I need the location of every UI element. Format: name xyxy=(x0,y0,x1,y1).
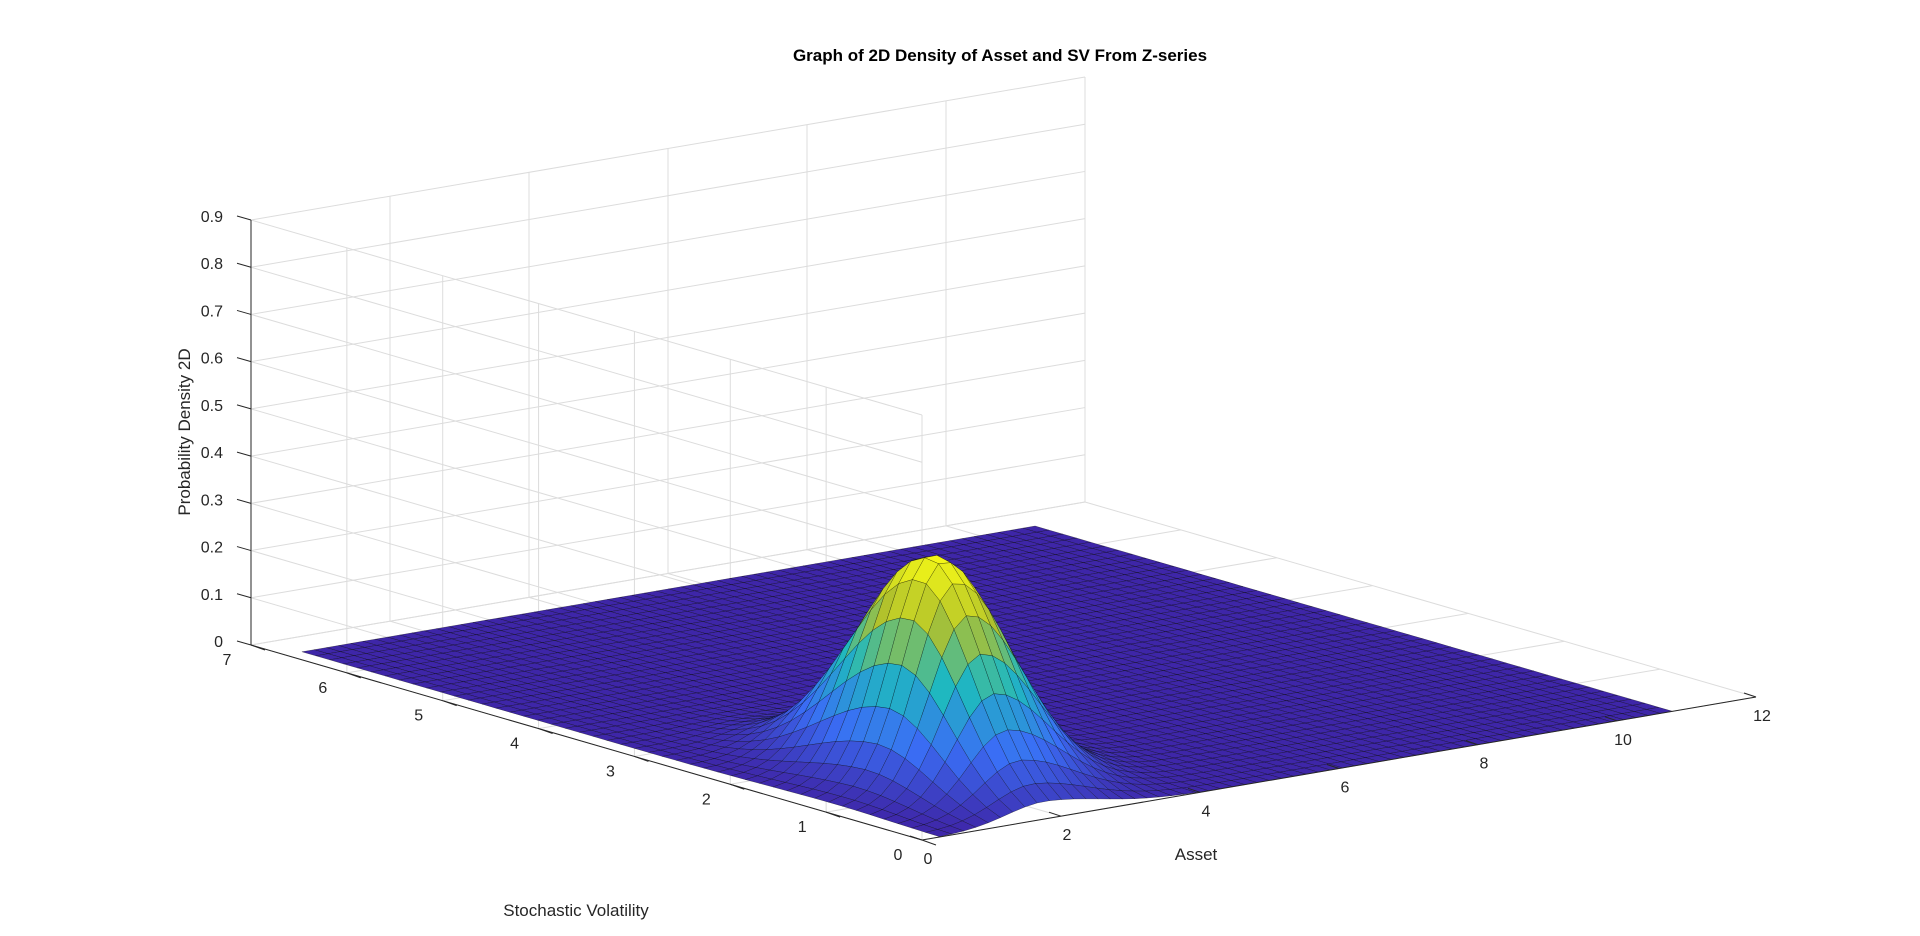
y-tick-label: 7 xyxy=(223,652,232,669)
y-tick-label: 6 xyxy=(318,680,327,697)
z-tick-mark xyxy=(236,262,252,268)
y-tick-mark xyxy=(634,755,649,762)
z-tick-mark xyxy=(236,451,252,457)
x-tick-label: 2 xyxy=(1063,827,1072,844)
z-tick-mark xyxy=(236,404,252,410)
chart-title: Graph of 2D Density of Asset and SV From… xyxy=(793,46,1207,65)
z-tick-mark xyxy=(236,357,252,363)
y-tick-mark xyxy=(825,811,841,818)
grid-line xyxy=(250,407,1086,552)
x-tick-label: 10 xyxy=(1614,732,1632,749)
x-tick-label: 4 xyxy=(1202,803,1211,820)
y-tick-mark xyxy=(250,644,266,651)
y-tick-label: 3 xyxy=(606,763,615,780)
z-tick-label: 0.9 xyxy=(201,209,223,226)
y-tick-label: 0 xyxy=(894,847,903,864)
x-tick-label: 8 xyxy=(1480,756,1489,773)
y-tick-mark xyxy=(730,783,745,790)
z-axis-label: Probability Density 2D xyxy=(175,348,194,515)
y-axis-label: Stochastic Volatility xyxy=(503,901,649,920)
grid-line xyxy=(250,218,1086,363)
y-tick-label: 2 xyxy=(702,791,711,808)
x-tick-label: 6 xyxy=(1341,780,1350,797)
z-tick-label: 0 xyxy=(214,634,223,651)
x-axis-label: Asset xyxy=(1175,845,1218,864)
z-tick-label: 0.7 xyxy=(201,303,223,320)
y-tick-mark xyxy=(346,672,362,679)
z-tick-label: 0.8 xyxy=(201,256,223,273)
y-tick-label: 5 xyxy=(414,708,423,725)
x-tick-mark xyxy=(1743,692,1757,698)
grid-line xyxy=(250,313,923,510)
grid-line xyxy=(250,123,1086,268)
x-tick-label: 12 xyxy=(1753,708,1771,725)
grid-line xyxy=(1084,501,1757,698)
z-tick-mark xyxy=(236,215,252,221)
z-tick-label: 0.2 xyxy=(201,540,223,557)
y-tick-mark xyxy=(442,700,457,707)
grid-line xyxy=(250,359,1086,504)
axis-lines xyxy=(236,215,1757,846)
x-tick-mark xyxy=(1326,764,1340,769)
surface-patch xyxy=(924,829,953,837)
x-tick-label: 0 xyxy=(924,851,933,868)
y-tick-label: 4 xyxy=(510,736,519,753)
grid-line xyxy=(250,266,923,463)
z-tick-label: 0.1 xyxy=(201,587,223,604)
x-tick-mark xyxy=(1604,716,1618,722)
z-tick-label: 0.5 xyxy=(201,398,223,415)
density-surface xyxy=(301,525,1673,837)
grid-line xyxy=(250,361,923,558)
grid-line xyxy=(250,501,1086,646)
y-tick-label: 1 xyxy=(798,819,807,836)
grid-line xyxy=(250,219,923,416)
grid-line xyxy=(250,312,1086,457)
x-tick-mark xyxy=(1187,787,1201,793)
x-tick-mark xyxy=(1048,811,1062,817)
z-tick-mark xyxy=(236,640,252,646)
z-tick-label: 0.3 xyxy=(201,492,223,509)
x-tick-mark xyxy=(1465,740,1479,746)
grid-line xyxy=(250,76,1086,221)
z-tick-label: 0.4 xyxy=(201,445,223,462)
x-tick-mark xyxy=(909,835,923,841)
z-tick-label: 0.6 xyxy=(201,351,223,368)
grid-line xyxy=(250,265,1086,410)
grid-line xyxy=(250,454,1086,599)
z-tick-mark xyxy=(236,593,252,599)
y-tick-mark xyxy=(921,839,937,846)
z-tick-mark xyxy=(236,498,252,504)
grid-line xyxy=(250,170,1086,315)
y-axis-line xyxy=(250,644,923,841)
tick-labels: 0246810120123456700.10.20.30.40.50.60.70… xyxy=(201,209,1771,868)
y-tick-mark xyxy=(538,728,553,735)
z-tick-mark xyxy=(236,546,252,552)
z-tick-mark xyxy=(236,309,252,315)
